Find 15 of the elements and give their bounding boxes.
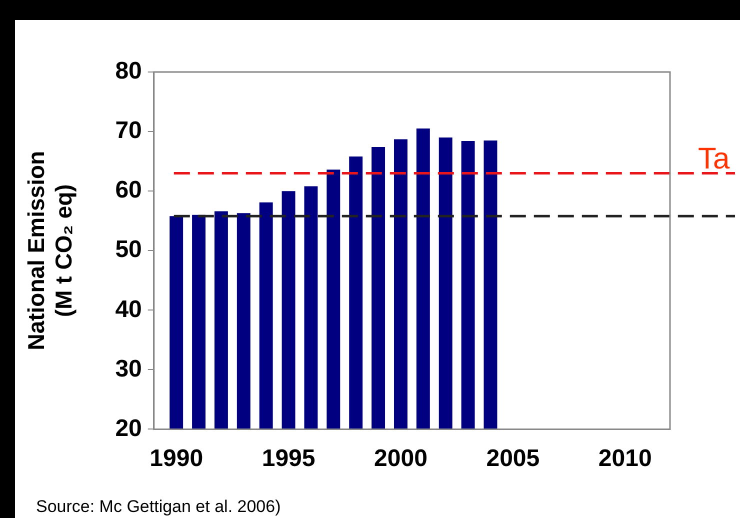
ref-line-label: Ta	[698, 142, 730, 176]
x-tick-label: 1995	[262, 445, 316, 472]
y-tick-label: 60	[115, 176, 142, 204]
source-note: Source: Mc Gettigan et al. 2006)	[36, 497, 281, 516]
y-axis-title: National Emission (M t CO₂ eq)	[23, 150, 77, 350]
y-tick-label: 80	[115, 58, 142, 85]
y-tick-label: 70	[115, 117, 142, 144]
x-tick-label: 2000	[374, 445, 428, 472]
x-tick-label: 2010	[598, 445, 652, 472]
x-tick-label: 2005	[486, 445, 540, 472]
x-tick-label: 1990	[150, 445, 204, 472]
y-tick-label: 20	[115, 414, 142, 442]
y-tick-label: 30	[115, 355, 142, 382]
y-tick-label: 50	[115, 236, 142, 264]
y-tick-label: 40	[115, 296, 142, 323]
